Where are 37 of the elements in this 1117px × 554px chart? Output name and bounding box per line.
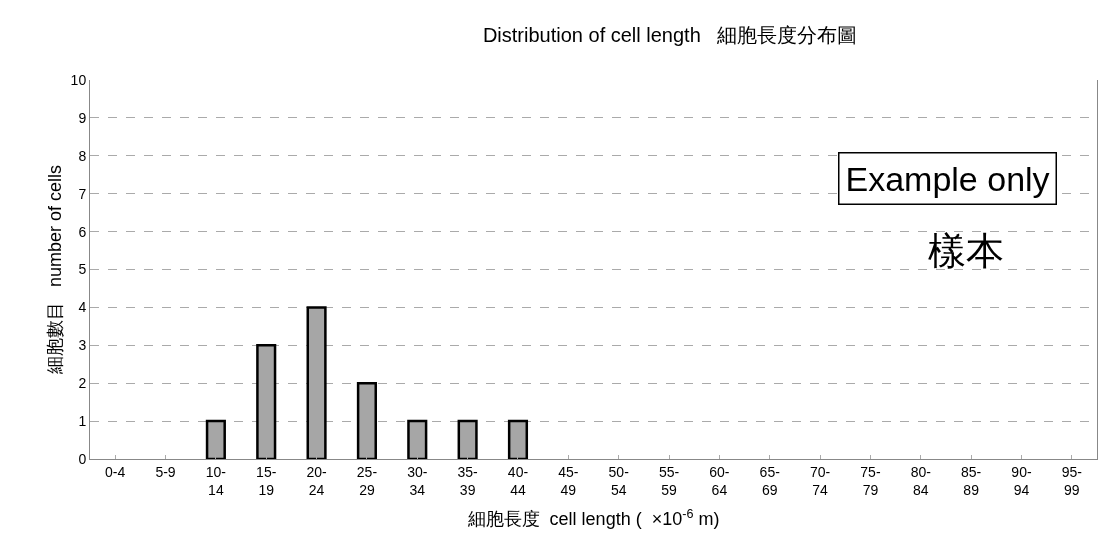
y-axis-title: 細胞數目 number of cells [44, 164, 65, 376]
x-tick-label: 90-94 [1011, 463, 1032, 498]
x-tick-label: 5-9 [155, 463, 176, 480]
x-tick-label: 95-99 [1061, 463, 1083, 498]
y-tick-label: 2 [78, 375, 87, 392]
y-tick-label: 4 [78, 299, 87, 316]
y-tick-label: 10 [70, 71, 87, 88]
x-tick-label: 45-49 [558, 463, 579, 498]
y-tick-label: 3 [78, 337, 87, 354]
x-tick-label: 40-44 [507, 463, 529, 498]
bar [407, 419, 428, 459]
y-tick-label: 8 [78, 147, 87, 164]
y-tick-label: 7 [78, 185, 87, 202]
x-tick-label: 65-69 [759, 463, 781, 498]
x-tick-label: 15-19 [256, 463, 277, 498]
x-tick-label: 35-39 [457, 463, 479, 498]
x-tick-label: 60-64 [709, 463, 730, 498]
x-tick-label: 75-79 [860, 463, 881, 498]
y-tick-label: 9 [78, 109, 87, 126]
chart-title: Distribution of cell length 細胞長度分布圖 [482, 23, 858, 46]
y-tick-label: 1 [78, 413, 87, 429]
x-tick-label: 25-29 [356, 463, 378, 498]
x-tick-label: 80-84 [910, 463, 932, 498]
x-tick-label: 85-89 [961, 463, 982, 498]
x-tick-label: 0-4 [105, 463, 126, 480]
annotation: Example only [845, 159, 1050, 198]
x-tick-label: 20-24 [306, 463, 328, 498]
y-tick-label: 6 [78, 223, 87, 240]
x-tick-label: 30-34 [407, 463, 428, 498]
x-axis-title: 細胞長度 cell length ( ×10$^{-6}$ m) [466, 506, 720, 530]
x-tick-label: 50-54 [608, 463, 630, 498]
y-tick-label: 0 [78, 450, 87, 467]
x-tick-label: 55-59 [658, 463, 680, 498]
annotation: 樣本 [928, 229, 1004, 273]
x-tick-label: 10-14 [205, 463, 227, 498]
y-tick-label: 5 [78, 261, 87, 278]
x-tick-label: 70-74 [809, 463, 831, 498]
